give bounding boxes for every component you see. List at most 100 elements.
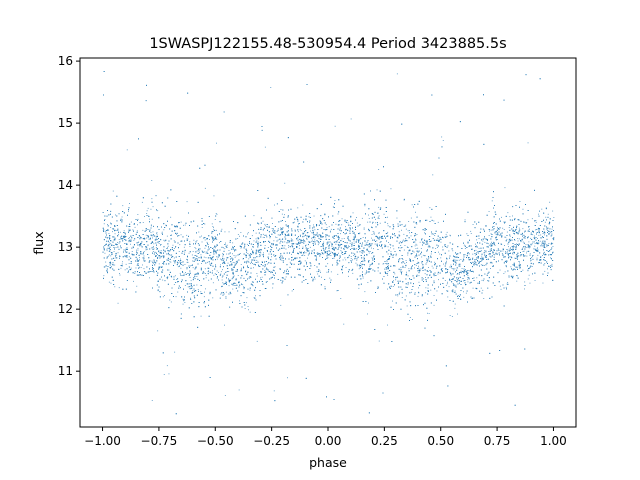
data-point (173, 284, 175, 285)
data-point (424, 232, 425, 234)
data-point (401, 229, 402, 231)
data-point (375, 218, 376, 220)
data-point (407, 230, 409, 232)
data-point (224, 248, 226, 250)
data-point (418, 265, 419, 267)
data-point (341, 238, 343, 240)
data-point (328, 226, 330, 228)
data-point (114, 237, 116, 239)
data-point (396, 217, 398, 219)
data-point (450, 235, 451, 237)
data-point (163, 239, 165, 241)
data-point (133, 224, 135, 225)
data-point (368, 229, 370, 231)
data-point (463, 296, 465, 298)
data-point (512, 215, 513, 217)
data-point (153, 246, 154, 248)
data-point (170, 301, 172, 303)
data-point (475, 262, 477, 263)
data-point (319, 220, 321, 222)
data-point (108, 233, 110, 234)
data-point (106, 271, 108, 272)
data-point (352, 252, 354, 254)
data-point (160, 250, 162, 251)
data-point (215, 247, 216, 249)
data-point (415, 235, 417, 236)
data-point (272, 274, 274, 275)
data-point (402, 241, 403, 243)
data-point (358, 268, 360, 270)
data-point (402, 259, 404, 260)
data-point (362, 252, 364, 254)
data-point (520, 241, 522, 243)
data-point (407, 284, 409, 286)
data-point (536, 257, 538, 259)
data-point (108, 242, 110, 244)
data-point (308, 243, 309, 245)
data-point (297, 238, 299, 240)
data-point (400, 247, 402, 249)
data-point (374, 233, 375, 235)
data-point (535, 221, 537, 223)
data-point (337, 259, 339, 261)
data-point (223, 283, 225, 285)
data-point (496, 234, 498, 236)
data-point (386, 260, 388, 262)
data-point (162, 279, 164, 281)
data-point (413, 251, 415, 253)
data-point (143, 268, 145, 270)
data-point (419, 221, 421, 223)
data-point (151, 198, 153, 200)
data-point (129, 203, 130, 204)
data-point (356, 248, 358, 250)
data-point (186, 234, 188, 236)
data-point (544, 263, 546, 264)
data-point (494, 244, 496, 246)
data-point (428, 313, 430, 314)
data-point (332, 206, 334, 208)
data-point (108, 281, 110, 283)
data-point (519, 255, 521, 257)
data-point (143, 238, 145, 240)
data-point (264, 146, 266, 148)
data-point (527, 269, 529, 271)
data-point (111, 266, 112, 268)
data-point (335, 243, 337, 245)
scatter-points (102, 71, 555, 415)
data-point (187, 261, 189, 263)
data-point (177, 266, 179, 268)
data-point (337, 213, 339, 215)
data-point (215, 229, 217, 231)
data-point (334, 248, 335, 250)
data-point (489, 262, 491, 264)
data-point (285, 221, 286, 222)
data-point (517, 240, 519, 242)
data-point (253, 215, 255, 217)
data-point (109, 244, 110, 246)
data-point (416, 274, 418, 276)
data-point (539, 259, 541, 260)
data-point (212, 282, 214, 284)
data-point (264, 237, 265, 238)
data-point (245, 274, 247, 276)
data-point (446, 290, 448, 292)
data-point (180, 258, 181, 260)
data-point (356, 259, 358, 261)
data-point (445, 284, 447, 286)
data-point (237, 238, 239, 239)
data-point (403, 199, 405, 201)
data-point (314, 278, 316, 280)
data-point (299, 268, 301, 270)
data-point (534, 280, 536, 281)
data-point (214, 236, 216, 237)
data-point (367, 221, 369, 223)
data-point (410, 279, 412, 280)
data-point (434, 261, 436, 263)
data-point (196, 284, 198, 286)
data-point (280, 209, 282, 210)
data-point (451, 267, 452, 269)
data-point (336, 240, 338, 241)
data-point (460, 259, 462, 260)
data-point (187, 238, 189, 240)
data-point (190, 280, 192, 282)
